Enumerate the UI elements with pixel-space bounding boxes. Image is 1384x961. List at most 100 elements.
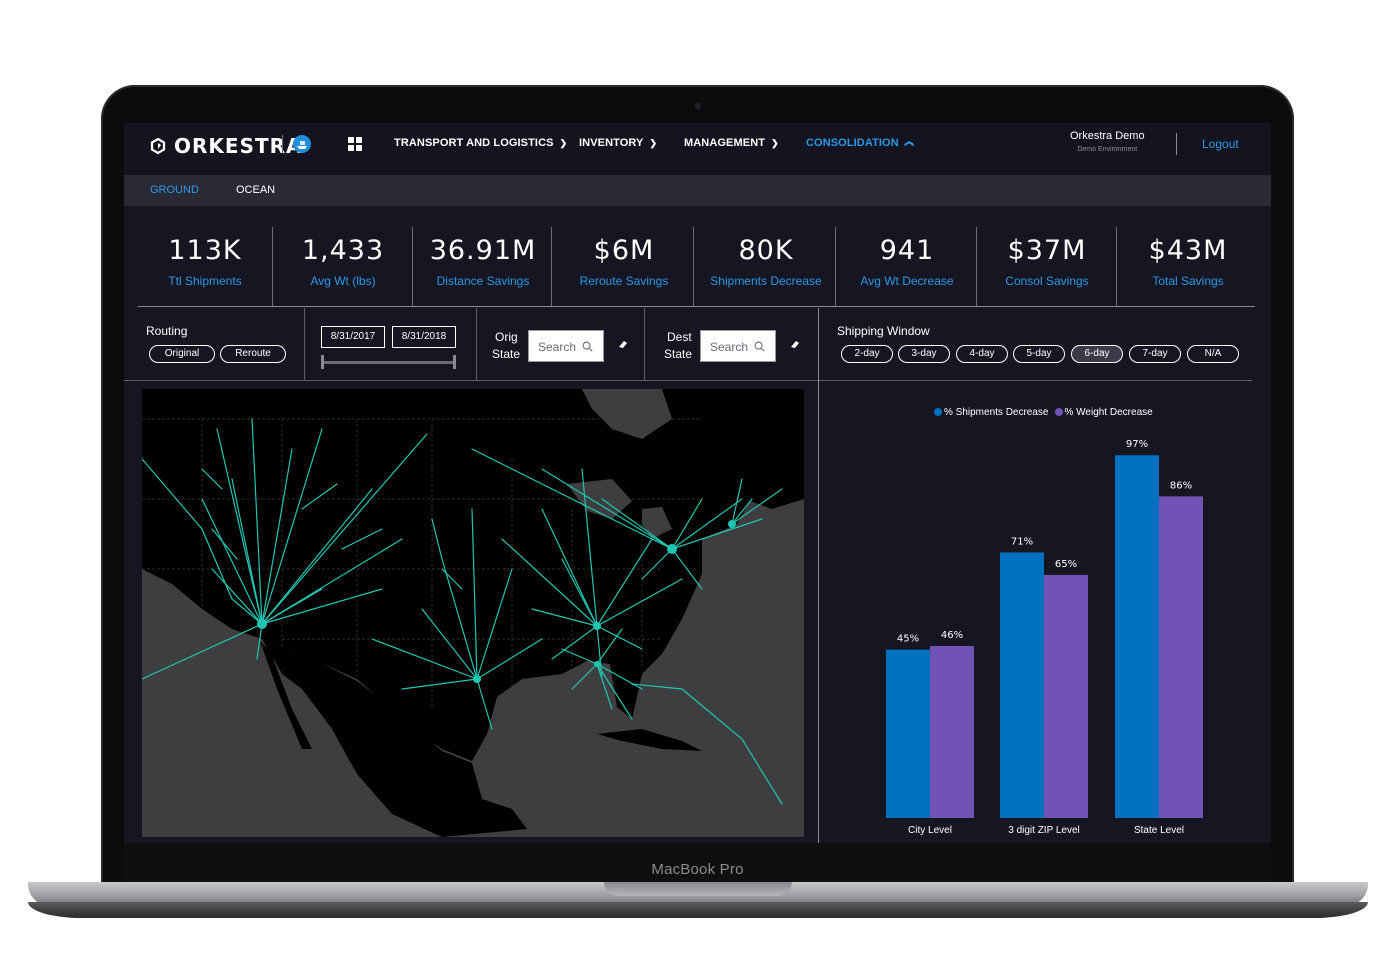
panel-splitter <box>818 308 819 843</box>
window-3-day-button[interactable]: 3-day <box>898 345 950 363</box>
ship-badge-icon[interactable] <box>293 135 311 153</box>
window-6-day-button[interactable]: 6-day <box>1071 345 1123 363</box>
brand-divider <box>282 135 283 153</box>
kpi-card: $43M Total Savings <box>1118 223 1258 307</box>
kpi-divider <box>412 227 413 307</box>
logout-link[interactable]: Logout <box>1202 137 1239 151</box>
kpi-value: $37M <box>1007 235 1087 266</box>
nav-item-label: MANAGEMENT <box>684 137 766 149</box>
routing-reroute-button[interactable]: Reroute <box>220 345 286 363</box>
legend-label: % Weight Decrease <box>1064 407 1153 418</box>
legend-item-shipments: % Shipments Decrease <box>934 407 1049 418</box>
hudson-bay-water <box>582 389 672 439</box>
route-hubs <box>257 520 736 683</box>
nav-transport-logistics[interactable]: TRANSPORT AND LOGISTICS ❯ <box>394 137 567 149</box>
orig-state-label-line2: State <box>492 347 521 361</box>
bar-shipments-0[interactable] <box>886 649 930 818</box>
nav-item-label: TRANSPORT AND LOGISTICS <box>394 137 554 149</box>
kpi-value: 1,433 <box>301 235 385 266</box>
device-label: MacBook Pro <box>651 861 744 878</box>
routing-label: Routing <box>146 324 188 338</box>
kpi-label: Distance Savings <box>436 274 530 288</box>
kpi-divider <box>272 227 273 307</box>
search-placeholder: Search <box>538 340 577 354</box>
search-icon <box>754 341 765 352</box>
kpi-card: $6M Reroute Savings <box>554 223 694 307</box>
data-label: 86% <box>1170 480 1192 491</box>
filter-divider <box>476 308 477 380</box>
shipment-routes-map[interactable] <box>142 389 804 837</box>
bar-weight-1[interactable] <box>1044 574 1088 818</box>
data-label: 65% <box>1055 559 1077 570</box>
tab-ocean[interactable]: OCEAN <box>236 184 276 196</box>
apps-grid-icon[interactable] <box>348 137 362 151</box>
date-range-slider[interactable] <box>322 361 456 364</box>
data-label: 71% <box>1011 536 1033 547</box>
window-na-button[interactable]: N/A <box>1187 345 1239 363</box>
tab-ground[interactable]: GROUND <box>150 184 199 196</box>
route-network <box>142 418 783 805</box>
laptop-chin: MacBook Pro <box>124 843 1271 885</box>
end-date-input[interactable]: 8/31/2018 <box>392 326 456 348</box>
orig-state-search-input[interactable]: Search <box>528 330 604 362</box>
orig-state-label-line1: Orig <box>495 330 518 344</box>
us-canada-land <box>142 389 804 761</box>
kpi-value: 80K <box>738 235 794 266</box>
category-label: 3 digit ZIP Level <box>1008 825 1080 836</box>
chevron-down-icon: ❯ <box>771 137 779 148</box>
kpi-card: 80K Shipments Decrease <box>696 223 836 307</box>
cuba-land <box>597 729 702 751</box>
dest-state-label-line2: State <box>664 347 693 361</box>
routing-original-button[interactable]: Original <box>149 345 215 363</box>
kpi-baseline <box>138 306 1255 307</box>
decrease-bar-chart: % Shipments Decrease % Weight Decrease 4… <box>824 398 1264 838</box>
nav-inventory[interactable]: INVENTORY ❯ <box>579 137 657 149</box>
slider-start-handle[interactable] <box>321 355 324 369</box>
camera <box>695 103 701 109</box>
chart-legend: % Shipments Decrease % Weight Decrease <box>934 407 1153 418</box>
legend-item-weight: % Weight Decrease <box>1054 407 1153 418</box>
user-menu[interactable]: Orkestra Demo Demo Environment <box>1070 130 1145 153</box>
user-environment: Demo Environment <box>1077 146 1138 153</box>
mexico-baja-land <box>260 641 312 749</box>
bar-shipments-1[interactable] <box>1000 552 1044 818</box>
kpi-strip: 113K Ttl Shipments 1,433 Avg Wt (lbs) 36… <box>124 223 1271 307</box>
bar-shipments-2[interactable] <box>1115 455 1159 818</box>
kpi-label: Avg Wt Decrease <box>860 274 954 288</box>
kpi-label: Avg Wt (lbs) <box>310 274 376 288</box>
kpi-label: Consol Savings <box>1005 274 1089 288</box>
app-screen: ORKESTRA TRANSPORT AND LOGISTICS ❯ INVEN… <box>124 123 1271 843</box>
shipping-window-label: Shipping Window <box>837 324 930 338</box>
brand-logo[interactable]: ORKESTRA <box>150 134 303 158</box>
user-divider <box>1176 133 1177 155</box>
nav-item-label: INVENTORY <box>579 137 644 149</box>
state-borders <box>142 418 702 709</box>
window-2-day-button[interactable]: 2-day <box>841 345 893 363</box>
chevron-down-icon: ❯ <box>559 137 568 148</box>
eraser-icon[interactable] <box>789 338 801 350</box>
category-label: City Level <box>908 825 952 836</box>
dest-state-search-input[interactable]: Search <box>700 330 776 362</box>
filter-divider <box>304 308 305 380</box>
data-label: 97% <box>1126 439 1148 450</box>
slider-end-handle[interactable] <box>453 355 456 369</box>
kpi-card: 36.91M Distance Savings <box>413 223 553 307</box>
top-navbar: ORKESTRA TRANSPORT AND LOGISTICS ❯ INVEN… <box>124 123 1271 175</box>
window-4-day-button[interactable]: 4-day <box>956 345 1008 363</box>
bar-chart-svg: 45% 46% City Level 71% 65% 3 digit ZIP Level 9… <box>886 439 1203 836</box>
kpi-value: $43M <box>1148 235 1228 266</box>
nav-management[interactable]: MANAGEMENT ❯ <box>684 137 779 149</box>
map-canvas <box>142 389 804 837</box>
kpi-label: Reroute Savings <box>579 274 669 288</box>
start-date-input[interactable]: 8/31/2017 <box>321 326 385 348</box>
eraser-icon[interactable] <box>617 338 629 350</box>
window-5-day-button[interactable]: 5-day <box>1013 345 1065 363</box>
filter-bar: Routing Original Reroute 8/31/2017 8/31/… <box>124 308 1271 380</box>
nav-consolidation[interactable]: CONSOLIDATION ❯ <box>806 137 913 149</box>
kpi-divider <box>693 227 694 307</box>
bar-weight-2[interactable] <box>1159 496 1203 818</box>
bar-weight-0[interactable] <box>930 645 974 818</box>
kpi-divider <box>1116 227 1117 307</box>
orkestra-logo-icon <box>150 138 166 154</box>
window-7-day-button[interactable]: 7-day <box>1129 345 1181 363</box>
